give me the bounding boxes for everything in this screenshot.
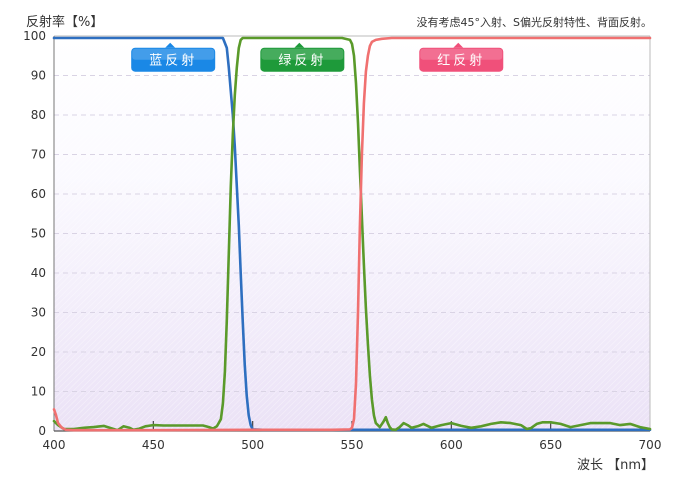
y-tick-label: 100 (23, 29, 46, 43)
x-tick-label: 400 (43, 438, 66, 452)
series-line-2 (52, 36, 652, 432)
series-tag-label: 绿反射 (278, 53, 326, 69)
x-tick-label: 450 (142, 438, 165, 452)
y-tick-label: 80 (31, 108, 46, 122)
x-tick-labels: 400 450 500 550 600 650 700 (43, 421, 662, 452)
y-tick-label: 40 (31, 266, 46, 280)
y-tick-label: 50 (31, 227, 46, 241)
x-tick-label: 650 (539, 438, 562, 452)
series-tag-2: 绿反射 (260, 42, 345, 72)
chart-annotation: 没有考虑45°入射、S偏光反射特性、背面反射。 (417, 15, 652, 29)
y-tick-label: 0 (38, 424, 46, 438)
series-tag-label: 蓝反射 (149, 53, 197, 69)
y-tick-label: 20 (31, 345, 46, 359)
y-tick-label: 10 (31, 385, 46, 399)
y-tick-label: 90 (31, 69, 46, 83)
series-line-3 (52, 36, 652, 432)
x-tick-label: 500 (241, 438, 264, 452)
series-tags: 蓝反射 绿反射 红反射 (131, 42, 504, 72)
y-tick-label: 70 (31, 148, 46, 162)
series-tag-1: 蓝反射 (131, 42, 216, 72)
y-tick-labels: 0 10 20 30 40 50 60 70 80 90 100 (23, 29, 46, 438)
y-tick-label: 30 (31, 306, 46, 320)
y-axis-label: 反射率【%】 (26, 14, 103, 30)
series-lines (52, 36, 652, 432)
series-tag-label: 红反射 (437, 53, 485, 69)
x-axis-label: 波长 【nm】 (577, 458, 654, 473)
x-tick-label: 550 (341, 438, 364, 452)
series-tag-3: 红反射 (419, 42, 504, 72)
x-tick-label: 600 (440, 438, 463, 452)
y-tick-label: 60 (31, 187, 46, 201)
x-tick-label: 700 (639, 438, 662, 452)
grid-lines (54, 75, 650, 392)
